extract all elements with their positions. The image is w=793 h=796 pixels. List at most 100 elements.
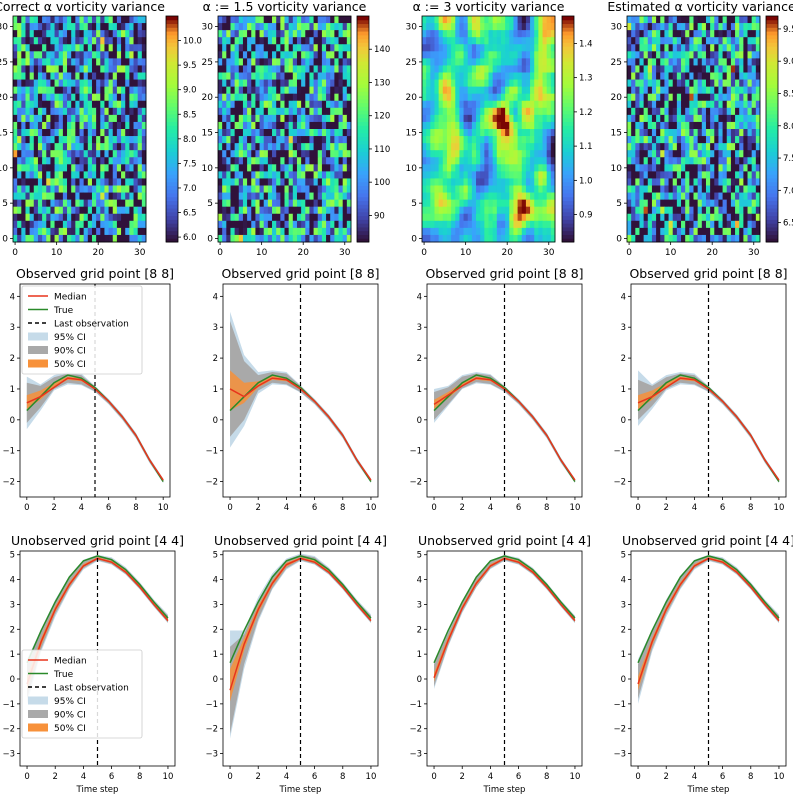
heatmap-cell [326,79,331,88]
colorbar-segment [166,57,178,62]
heatmap-cell [530,16,535,24]
heatmap-cell [58,44,64,52]
heatmap-cell [33,213,39,222]
colorbar-segment [562,121,574,126]
heatmap-cell [21,227,26,236]
heatmap-cell [292,65,298,73]
heatmap-cell [91,44,97,52]
heatmap-cell [438,51,444,59]
heatmap-cell [476,199,481,208]
heatmap-cell [104,220,109,229]
heatmap-cell [42,23,47,31]
heatmap-cell [496,136,502,144]
heatmap-cell [500,79,506,88]
heatmap-cell [521,227,527,236]
heatmap-cell [446,65,452,73]
heatmap-cell [656,227,661,236]
heatmap-cell [730,79,736,88]
heatmap-cell [276,143,281,151]
heatmap-cell [635,213,640,222]
heatmap-cell [100,136,105,144]
heatmap-cell [276,86,281,95]
heatmap-cell [222,136,227,144]
heatmap-cell [288,23,294,31]
heatmap-cell [755,129,761,137]
heatmap-cell [37,157,43,165]
x-tick-label: 0 [24,503,29,513]
heatmap-cell [685,93,690,102]
colorbar-segment [357,196,369,202]
heatmap-cell [13,121,18,130]
heatmap-cell [710,178,715,186]
heatmap-cell [238,136,244,144]
colorbar-segment [357,162,369,168]
heatmap-cell [342,37,348,45]
heatmap-cell [259,16,265,24]
heatmap-cell [438,234,444,243]
heatmap-cell [334,30,339,38]
heatmap-cell [296,220,302,229]
heatmap-cell [422,93,427,102]
heatmap-cell [346,220,352,229]
heatmap-cell [739,23,744,31]
heatmap-cell [79,143,85,151]
heatmap-cell [218,234,223,243]
heatmap-cell [313,121,319,130]
heatmap-cell [668,107,674,116]
heatmap-cell [326,220,331,229]
heatmap-cell [697,65,703,73]
heatmap-cell [67,44,72,52]
heatmap-cell [326,51,331,59]
heatmap-cell [226,143,231,151]
heatmap-cell [438,199,444,208]
heatmap-cell [346,72,352,80]
heatmap-cell [222,58,227,66]
heatmap-cell [288,213,294,222]
heatmap-cell [438,30,444,38]
colorbar-segment [166,174,178,179]
line-title-3: Observed grid point [8 8] [425,266,583,281]
heatmap-cell [550,72,556,80]
heatmap-cell [25,23,31,31]
heatmap-cell [342,58,348,66]
heatmap-cell [292,44,298,52]
heatmap-cell [492,93,498,102]
heatmap-cell [471,178,477,186]
heatmap-cell [54,157,60,165]
heatmap-cell [125,234,130,243]
y-tick-label: 0 [621,675,626,685]
heatmap-cell [83,37,89,45]
heatmap-cell [108,220,114,229]
heatmap-cell [255,150,260,158]
heatmap-cell [676,107,682,116]
heatmap-cell [292,150,298,158]
heatmap-cell [342,213,348,222]
heatmap-cell [313,79,319,88]
heatmap-cell [513,107,518,116]
heatmap-cell [451,157,456,165]
heatmap-cell [426,44,431,52]
heatmap-cell [29,44,35,52]
heatmap-cell [422,227,427,236]
heatmap-cell [672,220,678,229]
heatmap-cell [434,72,440,80]
heatmap-cell [75,136,80,144]
heatmap-cell [697,16,703,24]
heatmap-cell [309,220,314,229]
heatmap-cell [672,206,678,215]
heatmap-cell [226,164,231,172]
heatmap-cell [50,37,55,45]
y-tick-label: 2 [213,354,218,364]
heatmap-cell [739,171,744,179]
heatmap-cell [116,79,122,88]
heatmap-cell [451,171,456,179]
heatmap-cell [112,114,118,123]
line-panel-6: Unobserved grid point [4 4]0 2 4 6 8 10−3−2−1… [205,533,387,795]
heatmap-cell [467,100,473,109]
colorbar-segment [766,219,778,224]
heatmap-cell [546,129,552,137]
heatmap-cell [710,143,715,151]
heatmap-cell [79,178,85,186]
heatmap-cell [513,44,518,52]
